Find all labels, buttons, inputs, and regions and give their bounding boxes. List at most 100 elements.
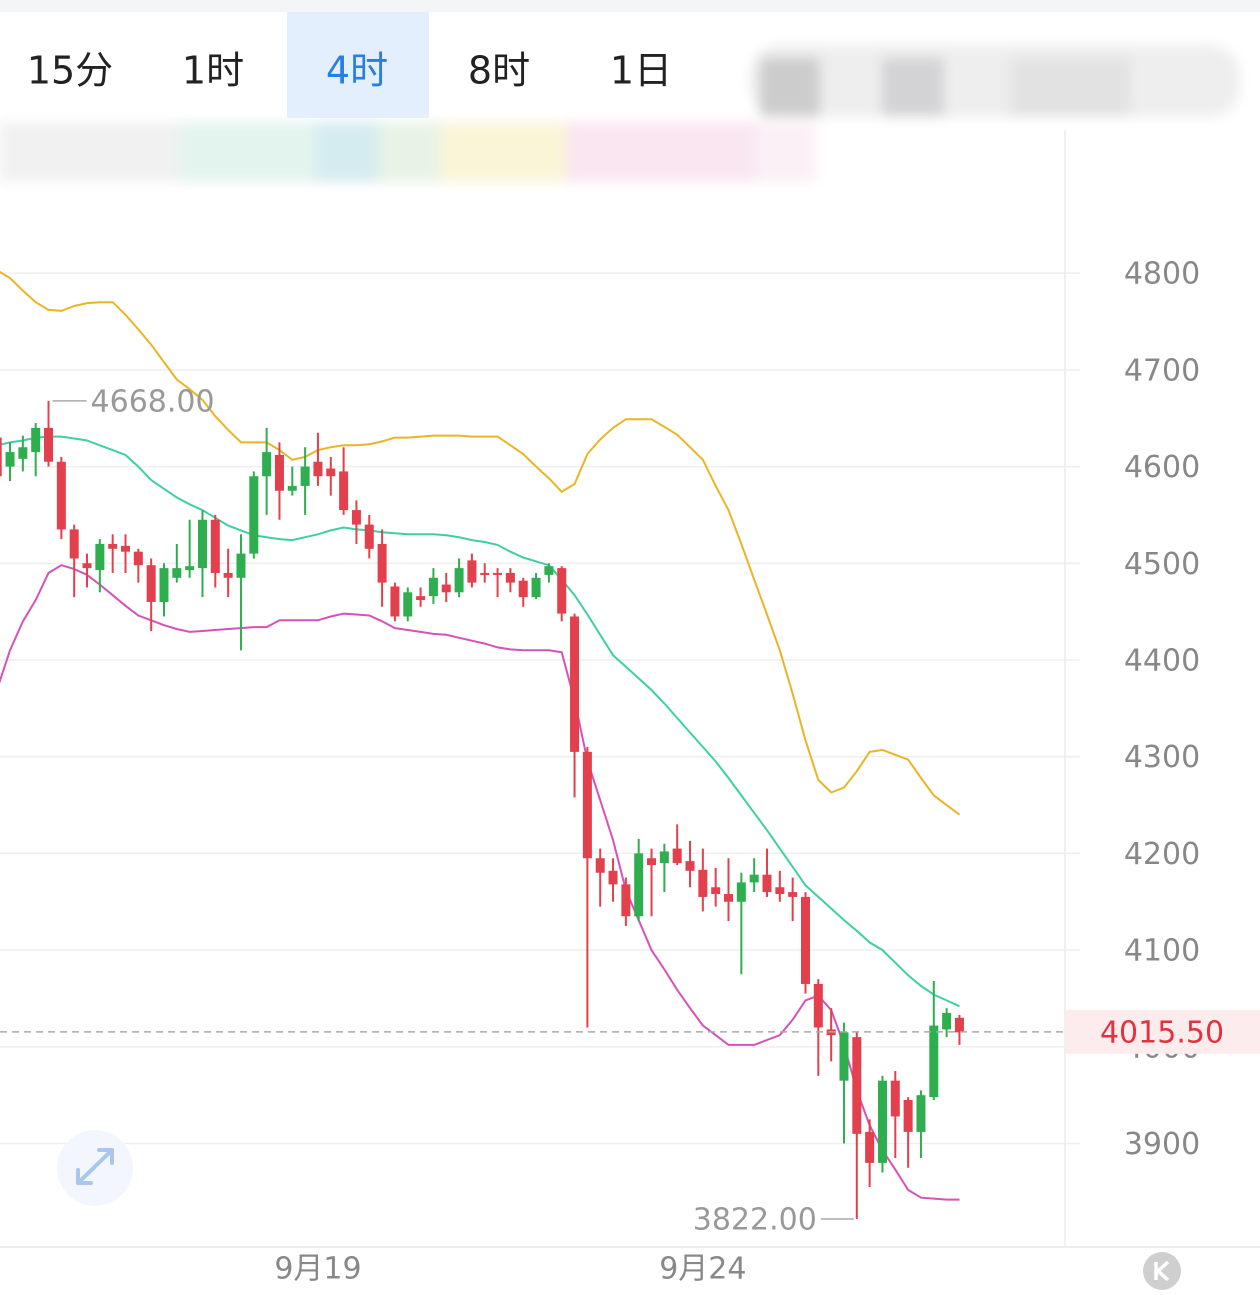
candle-body [800, 896, 810, 984]
tab[interactable]: 4时 [326, 49, 388, 93]
candle-body [287, 485, 297, 491]
tab-highlight [287, 12, 429, 118]
tab[interactable]: 1日 [610, 49, 672, 93]
candle-body [351, 510, 361, 525]
blurred-region [0, 45, 1240, 182]
candle-body [300, 466, 310, 486]
candle-body [762, 874, 772, 893]
candle-body [5, 452, 15, 467]
candle-body [736, 882, 746, 902]
candle-body [416, 596, 426, 601]
tab[interactable]: 8时 [468, 49, 530, 93]
candle-body [108, 543, 118, 549]
candle-body [197, 519, 207, 569]
candle-body [146, 565, 156, 602]
price-tag-label: 4015.50 [1100, 1015, 1224, 1050]
candle-body [56, 461, 66, 530]
candle-body [531, 577, 541, 598]
candle-body [313, 461, 323, 477]
band-line [0, 270, 961, 816]
candle-body [698, 869, 708, 897]
candle-body [403, 592, 413, 617]
candle-body [69, 529, 79, 559]
candle-body [647, 858, 657, 866]
candle-body [839, 1032, 849, 1081]
x-tick-label: 9月19 [274, 1252, 361, 1287]
candle-body [954, 1017, 964, 1033]
y-tick-label: 4300 [1124, 740, 1200, 775]
candle-body [31, 427, 41, 453]
y-tick-label: 4100 [1124, 934, 1200, 969]
y-tick-label: 4500 [1124, 547, 1200, 582]
price-tag [1065, 1009, 1260, 1054]
y-tick-label: 4400 [1124, 643, 1200, 678]
candle-body [865, 1131, 875, 1163]
x-tick-label: 9月24 [659, 1252, 746, 1287]
candle-body [608, 870, 618, 885]
tab[interactable]: 15分 [27, 49, 113, 93]
candle-body [942, 1012, 952, 1030]
candle-body [813, 983, 823, 1028]
candle-body [505, 572, 515, 583]
candle-body [159, 568, 169, 602]
candle-body [788, 892, 798, 897]
candle-body [172, 568, 182, 578]
candle-body [249, 476, 259, 554]
candle-body [621, 884, 631, 917]
candle-body [685, 861, 695, 871]
candle-body [428, 577, 438, 597]
candle-body [634, 853, 644, 917]
candle-body [133, 551, 143, 566]
candle-body [95, 543, 105, 571]
candle-body [570, 616, 580, 752]
candle-body [454, 568, 464, 593]
tab[interactable]: 1时 [182, 49, 244, 93]
y-tick-label: 4600 [1124, 450, 1200, 485]
candle-body [672, 848, 682, 864]
top-strip [0, 0, 1260, 12]
candle-body [377, 543, 387, 583]
candle-body [929, 1025, 939, 1098]
candle-body [493, 572, 503, 575]
candle-body [480, 572, 490, 575]
band-line [0, 564, 960, 1201]
candle-body [467, 560, 477, 583]
candle-body [326, 468, 336, 477]
candle-body [185, 566, 195, 571]
candle-body [236, 553, 246, 578]
y-tick-label: 4800 [1124, 257, 1200, 292]
candle-body [210, 519, 220, 573]
tab-bar: 15分 1时 4时 8时 1日 [27, 49, 672, 93]
candle-body [82, 563, 92, 569]
candle-body [582, 751, 592, 859]
fullscreen-button[interactable] [57, 1130, 133, 1206]
candle-body [44, 427, 54, 462]
max-label: 4668.00 [91, 384, 215, 419]
y-tick-label: 4200 [1124, 837, 1200, 872]
candle-body [18, 447, 28, 459]
candle-body [711, 887, 721, 895]
candle-body [390, 586, 400, 617]
candle-body [852, 1037, 862, 1134]
candle-body [441, 584, 451, 593]
grid [0, 272, 1080, 1145]
candle-body [364, 524, 374, 549]
candle-body [518, 580, 528, 598]
candle-body [544, 566, 554, 575]
candle-body [0, 437, 2, 477]
candle-body [223, 572, 233, 578]
candle-body [595, 858, 605, 873]
candle-body [724, 894, 734, 902]
labels: 3900400041004200430044004500460047004800… [52, 257, 1260, 1287]
candle-body [339, 471, 349, 511]
candle-body [903, 1100, 913, 1132]
candle-body [775, 887, 785, 895]
k-button[interactable] [1143, 1252, 1181, 1290]
candle-body [557, 568, 567, 614]
y-tick-label: 3900 [1124, 1127, 1200, 1162]
candle-body [121, 545, 130, 552]
plot-area [0, 270, 1065, 1219]
candle-body [916, 1095, 926, 1132]
candle-body [262, 452, 272, 477]
